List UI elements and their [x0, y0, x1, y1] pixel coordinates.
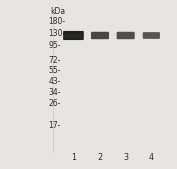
Text: 55-: 55-: [49, 66, 61, 76]
FancyBboxPatch shape: [118, 34, 133, 37]
FancyBboxPatch shape: [144, 35, 159, 37]
FancyBboxPatch shape: [143, 32, 160, 39]
Text: 17-: 17-: [49, 121, 61, 130]
Text: 3: 3: [123, 153, 128, 162]
Text: 72-: 72-: [49, 56, 61, 65]
Text: 43-: 43-: [49, 77, 61, 86]
Text: 130-: 130-: [49, 29, 66, 38]
FancyBboxPatch shape: [91, 32, 109, 39]
Text: 95-: 95-: [49, 41, 61, 50]
Text: 4: 4: [149, 153, 154, 162]
FancyBboxPatch shape: [63, 31, 84, 40]
Text: 1: 1: [71, 153, 76, 162]
Text: 26-: 26-: [49, 99, 61, 108]
FancyBboxPatch shape: [117, 32, 135, 39]
Text: 180-: 180-: [49, 17, 66, 27]
Text: 2: 2: [98, 153, 102, 162]
FancyBboxPatch shape: [92, 34, 108, 37]
Text: 34-: 34-: [49, 88, 61, 98]
FancyBboxPatch shape: [64, 34, 82, 38]
Text: kDa: kDa: [50, 7, 65, 16]
